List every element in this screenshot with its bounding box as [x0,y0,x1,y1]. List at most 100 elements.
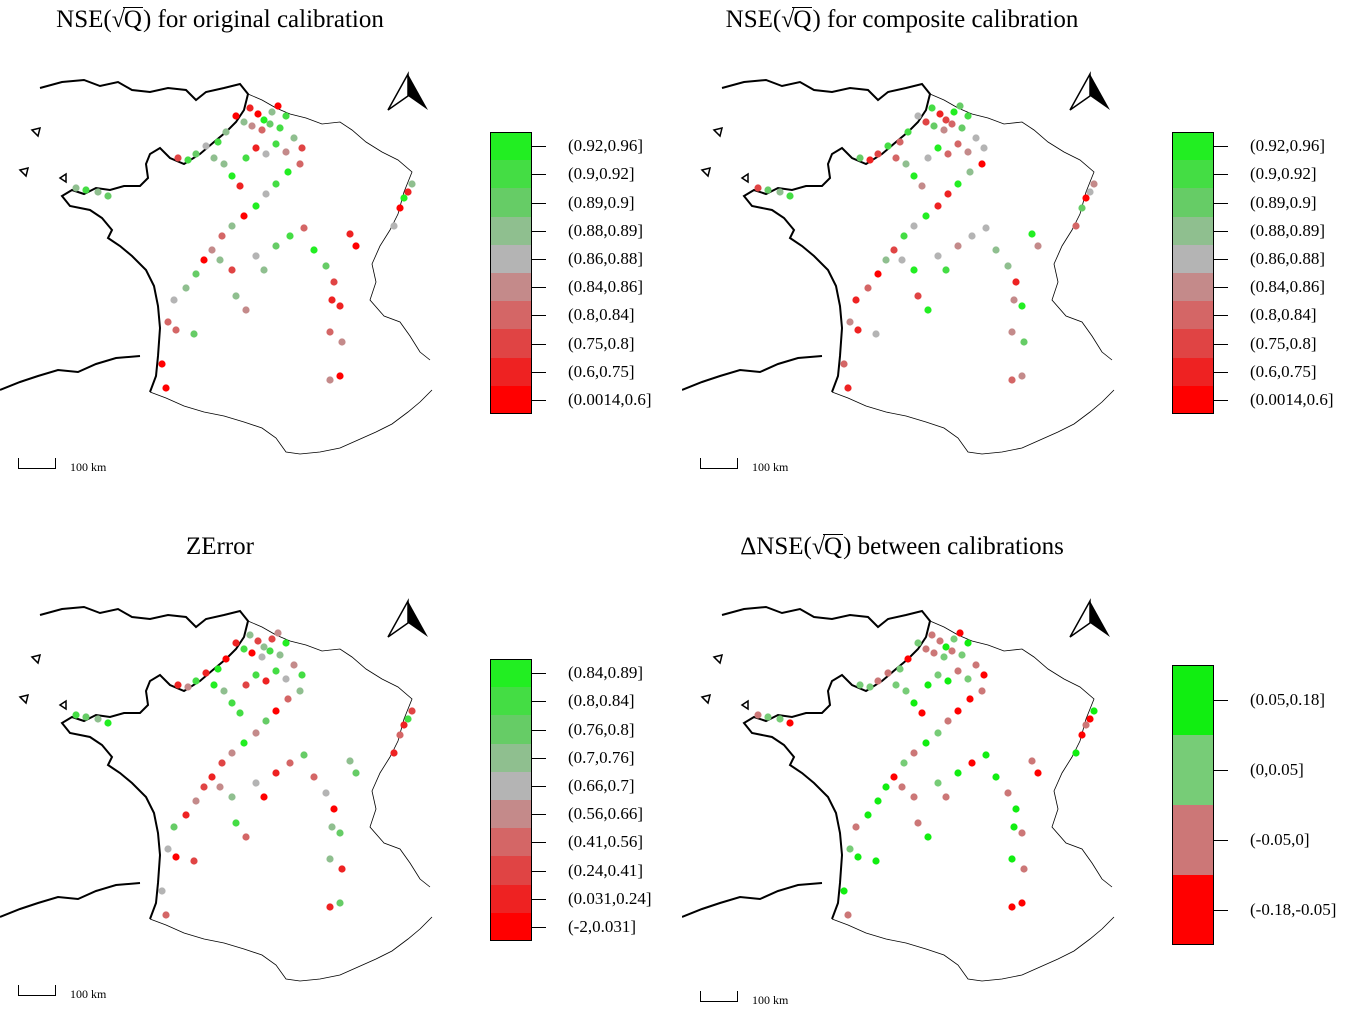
station-point [872,857,880,865]
station-point [274,102,282,110]
station-point [1082,721,1090,729]
station-point [300,224,308,232]
coastline-south [682,355,823,391]
station-point [844,911,852,919]
title-prefix: NSE( [56,6,112,33]
legend-label: (0,0.05] [1250,760,1304,779]
station-point [82,186,90,194]
station-point [944,190,952,198]
title-radical: √ [811,534,825,560]
station-point [852,296,860,304]
station-point [1078,204,1086,212]
legend-swatch [490,244,532,273]
station-point [336,899,344,907]
station-point [322,789,330,797]
legend-label: (0.66,0.7] [568,775,635,795]
legend-label: (-0.05,0] [1250,830,1310,849]
station-point [248,122,256,130]
station-point [190,330,198,338]
station-point [1018,829,1026,837]
map-panel-composite: NSE(√Q) for composite calibration (0.92,… [682,0,1362,500]
title-suffix: ) for original calibration [142,6,384,33]
legend-tick [532,258,546,260]
station-point [276,124,284,132]
legend-tick [532,202,546,204]
station-point [190,857,198,865]
legend-tick [1214,910,1228,911]
station-point [1018,899,1026,907]
station-point [248,649,256,657]
legend-swatch [1172,805,1214,875]
station-point [914,639,922,647]
station-point [786,719,794,727]
station-point [910,699,918,707]
legend-label: (0.75,0.8] [1250,333,1317,353]
station-point [310,773,318,781]
station-point [352,769,360,777]
legend-label: (0.88,0.89] [1250,220,1326,240]
station-point [910,266,918,274]
coastline-south [682,882,823,918]
station-point [856,681,864,689]
title-prefix: ZError [185,533,255,560]
station-point [170,296,178,304]
legend-swatch [490,912,532,941]
station-point [936,110,944,118]
station-point [846,318,854,326]
station-point [1072,749,1080,757]
station-point [896,138,904,146]
station-point [252,671,260,679]
station-point [214,665,222,673]
station-point [286,232,294,240]
legend-tick [532,785,546,787]
station-point [1018,372,1026,380]
station-point [948,647,956,655]
legend-swatch [490,216,532,245]
station-point [924,154,932,162]
legend-label: (0.76,0.8] [568,719,635,739]
legend-label: (-0.18,-0.05] [1250,900,1337,919]
station-point [954,242,962,250]
station-point [948,120,956,128]
station-point [218,759,226,767]
station-point [200,783,208,791]
legend-swatch [1172,329,1214,358]
station-point [1078,731,1086,739]
station-point [214,138,222,146]
legend-tick [1214,258,1228,260]
legend-label: (0.75,0.8] [568,333,635,353]
station-point [1010,823,1018,831]
station-point [944,150,952,158]
legend-label: (0.92,0.96] [1250,136,1326,156]
legend-label: (0.84,0.86] [1250,277,1326,297]
station-point [924,306,932,314]
station-point [300,751,308,759]
legend-swatch [1172,357,1214,386]
title-q: Q [792,6,813,33]
station-point [352,242,360,250]
station-point [978,687,986,695]
station-point [942,643,950,651]
legend-swatch [1172,875,1214,945]
legend-swatch [1172,216,1214,245]
station-point [776,188,784,196]
station-point [262,717,270,725]
legend-label: (0.6,0.75] [1250,361,1317,381]
station-point [892,681,900,689]
station-point [930,649,938,657]
coastline-south [0,882,141,918]
station-point [882,256,890,264]
station-point [272,180,280,188]
coastline [721,605,932,920]
station-point [232,819,240,827]
station-point [1028,230,1036,238]
station-point [162,911,170,919]
scale-bar-label: 100 km [752,460,789,474]
station-point [338,865,346,873]
station-point [162,384,170,392]
legend-swatch [490,743,532,772]
station-point [900,232,908,240]
station-point [326,855,334,863]
legend-tick [1214,700,1228,701]
station-point [174,154,182,162]
